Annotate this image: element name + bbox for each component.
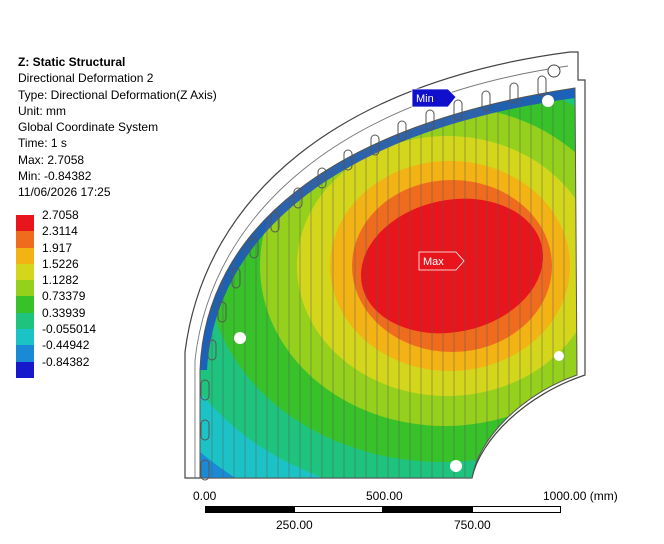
- result-max: Max: 2.7058: [18, 152, 85, 167]
- scale-segment: [294, 506, 383, 513]
- scale-segment: [472, 506, 561, 513]
- legend-value: 2.3114: [42, 224, 78, 239]
- legend-swatch: [16, 312, 34, 330]
- legend-value: 0.33939: [42, 305, 86, 320]
- mounting-hole: [234, 332, 246, 344]
- result-name: Directional Deformation 2: [18, 71, 154, 86]
- scale-label-0: 0.00: [193, 489, 217, 503]
- legend-swatch: [16, 280, 34, 297]
- max-probe[interactable]: Max: [418, 251, 465, 271]
- legend-swatch: [16, 329, 34, 346]
- min-probe-label: Min: [416, 93, 434, 105]
- result-unit: Unit: mm: [18, 103, 66, 118]
- scale-segment: [205, 506, 294, 513]
- scale-label-750: 750.00: [454, 518, 491, 532]
- scale-label-1000: 1000.00 (mm): [543, 489, 618, 503]
- legend-value: 0.73379: [42, 289, 86, 304]
- mounting-hole: [554, 351, 564, 361]
- legend-swatch: [16, 296, 34, 313]
- legend-swatch: [16, 361, 34, 378]
- result-time: Time: 1 s: [18, 136, 67, 151]
- result-timestamp: 11/06/2026 17:25: [18, 185, 111, 200]
- legend-swatch: [16, 263, 34, 281]
- legend-value: 1.1282: [42, 273, 79, 288]
- mounting-hole: [542, 95, 554, 107]
- scale-label-500: 500.00: [366, 489, 403, 503]
- frame-inner-outline: [194, 65, 569, 478]
- result-type: Type: Directional Deformation(Z Axis): [18, 87, 217, 102]
- serpentine-loops: [200, 75, 547, 481]
- legend-value: 1.917: [42, 240, 73, 255]
- legend-value: 1.5226: [42, 256, 79, 271]
- max-probe-label: Max: [423, 256, 444, 268]
- analysis-title: Z: Static Structural: [18, 55, 126, 69]
- mounting-hole: [450, 460, 462, 472]
- scale-label-250: 250.00: [276, 518, 313, 532]
- legend-value: 2.7058: [42, 208, 79, 222]
- legend-value: -0.84382: [42, 354, 90, 369]
- scale-segment: [383, 506, 472, 513]
- legend-swatch: [16, 247, 34, 264]
- legend-swatch: [16, 231, 34, 248]
- coordinate-system: Global Coordinate System: [18, 120, 159, 135]
- legend-swatch: [16, 345, 34, 362]
- result-info-block: Z: Static Structural Directional Deforma…: [18, 54, 217, 201]
- mounting-hole: [547, 64, 561, 78]
- legend-swatch: [16, 215, 34, 232]
- result-min: Min: -0.84382: [18, 169, 92, 184]
- legend-value: -0.055014: [42, 322, 97, 337]
- min-probe[interactable]: Min: [411, 88, 457, 108]
- legend-value: -0.44942: [42, 338, 90, 353]
